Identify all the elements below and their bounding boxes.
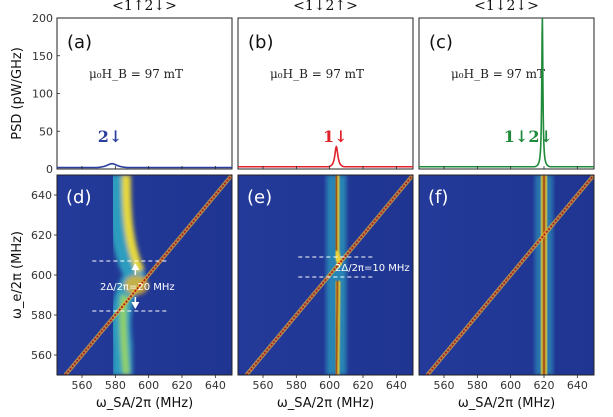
panel-header: <1↑2↓> — [112, 0, 177, 14]
y-tick-label: 0 — [46, 163, 53, 176]
panel-e: 2Δ/2π=10 MHz (e) 560 580 600 620 640 ω_SA/2π (M… — [237, 174, 414, 411]
mode-core — [541, 175, 547, 375]
x-tick-label: 560 — [72, 379, 93, 392]
heatmap — [57, 175, 232, 375]
panel-label: (e) — [247, 187, 272, 208]
x-tick-label: 560 — [253, 379, 274, 392]
diagonal-core — [426, 175, 594, 375]
x-tick-label: 580 — [105, 379, 126, 392]
panel-frame — [237, 17, 414, 170]
x-tick-label: 620 — [172, 379, 193, 392]
gap-arrowhead-down — [131, 302, 140, 309]
diagonal-core — [64, 175, 232, 375]
diagonal-core — [245, 175, 413, 375]
x-tick-label: 640 — [205, 379, 226, 392]
y-tick-label: 620 — [31, 229, 52, 242]
psd-curve — [238, 145, 413, 168]
psd-curve — [419, 17, 594, 168]
mode-core-lower — [335, 280, 339, 375]
x-axis-label: ω_SA/2π (MHz) — [277, 396, 374, 411]
panel-header: <1↓2↓> — [474, 0, 539, 14]
x-axis-label: ω_SA/2π (MHz) — [96, 396, 193, 411]
y-tick-label: 580 — [31, 309, 52, 322]
gap-annotation: 2Δ/2π=10 MHz — [335, 263, 410, 274]
x-axis-label: ω_SA/2π (MHz) — [458, 396, 555, 411]
panel-frame — [418, 174, 595, 376]
panel-label: (c) — [429, 32, 453, 53]
panel-frame — [237, 174, 414, 376]
diagonal-line — [63, 175, 232, 375]
mode-core-lower — [119, 294, 130, 375]
field-label: μ₀H_B = 97 mT — [451, 67, 545, 81]
panel-label: (f) — [428, 187, 448, 208]
panel-header: <1↓2↑> — [293, 0, 358, 14]
panel-c: <1↓2↓> (c) μ₀H_B = 97 mT 1↓2↓ — [418, 0, 595, 170]
psd-curve — [57, 162, 232, 169]
panel-b: <1↓2↑> (b) μ₀H_B = 97 mT 1↓ — [237, 0, 414, 170]
panel-label: (a) — [67, 32, 92, 53]
diagonal-line — [425, 175, 594, 375]
x-tick-label: 620 — [353, 379, 374, 392]
y-tick-label: 100 — [32, 88, 53, 101]
y-tick-label: 640 — [31, 189, 52, 202]
panel-frame — [56, 17, 233, 170]
x-tick-label: 580 — [467, 379, 488, 392]
mode-label: 2↓ — [98, 127, 123, 146]
heatmap — [238, 175, 413, 375]
x-tick-label: 580 — [286, 379, 307, 392]
top-y-axis-label: PSD (pW/GHz) — [10, 47, 25, 140]
x-tick-label: 640 — [386, 379, 407, 392]
mode-label: 1↓2↓ — [504, 127, 553, 146]
x-tick-label: 640 — [567, 379, 588, 392]
gap-arrowhead-up — [131, 263, 140, 270]
y-tick-label: 560 — [31, 349, 52, 362]
y-tick-label: 200 — [32, 12, 53, 25]
gap-annotation: 2Δ/2π=20 MHz — [100, 282, 175, 293]
mode-glow — [326, 175, 347, 375]
mode-label: 1↓ — [323, 127, 348, 146]
panel-label: (d) — [66, 187, 91, 208]
mode-ridge — [326, 175, 347, 375]
panel-label: (b) — [248, 32, 273, 53]
bottom-y-axis-label: ω_e/2π (MHz) — [10, 231, 25, 319]
panel-frame — [418, 17, 595, 170]
field-label: μ₀H_B = 97 mT — [89, 67, 183, 81]
x-tick-label: 600 — [500, 379, 521, 392]
mode-core-line — [542, 175, 546, 375]
panel-f: (f) 560 580 600 620 640 ω_SA/2π (MHz) — [418, 174, 595, 411]
field-label: μ₀H_B = 97 mT — [270, 67, 364, 81]
x-tick-label: 620 — [534, 379, 555, 392]
x-tick-label: 600 — [138, 379, 159, 392]
x-tick-label: 600 — [319, 379, 340, 392]
heatmap — [419, 175, 594, 375]
diagonal-line — [244, 175, 413, 375]
x-tick-label: 560 — [434, 379, 455, 392]
y-tick-label: 50 — [39, 125, 53, 138]
mode-core-upper — [121, 175, 145, 273]
panel-d: 2Δ/2π=20 MHz (d) 560 580 600 620 640 ω_SA/2π (M… — [56, 174, 233, 411]
y-tick-label: 150 — [32, 50, 53, 63]
panel-a: <1↑2↓> (a) μ₀H_B = 97 mT 2↓ — [56, 0, 233, 170]
y-tick-label: 600 — [31, 269, 52, 282]
